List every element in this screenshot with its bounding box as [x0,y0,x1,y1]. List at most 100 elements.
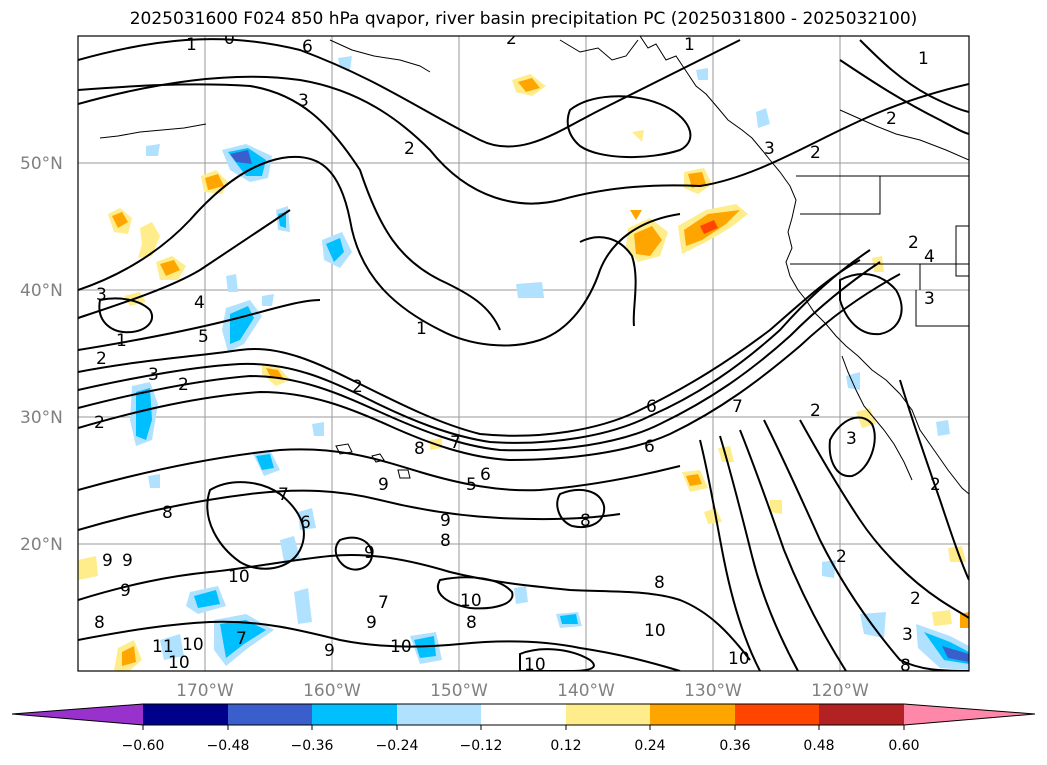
contour-label: 9 [364,543,375,563]
positive-patch [634,226,662,256]
contour-label: 8 [162,503,173,523]
negative-patch [514,586,528,604]
latitude-label: 50°N [20,154,63,174]
positive-anomaly-patches [78,74,969,671]
longitude-label: 160°W [303,681,361,701]
contour-line [739,429,847,671]
negative-patch [936,420,950,436]
negative-anomaly-patches [130,56,969,670]
contour-label: 6 [646,397,657,417]
colorbar-tick-label: −0.24 [376,738,419,754]
colorbar: −0.60 −0.48 −0.36 −0.24 −0.12 0.12 0.24 … [11,703,1036,754]
positive-patch [932,610,952,626]
negative-patch [226,274,238,292]
contour-line [78,259,861,437]
colorbar-extend-high [904,704,1035,725]
contour-label: 9 [378,475,389,495]
colorbar-tick-labels: −0.60 −0.48 −0.36 −0.24 −0.12 0.12 0.24 … [122,738,920,754]
contour-label: 8 [580,511,591,531]
map-content: 1 0 6 2 1 1 3 2 2 2 3 4 2 3 4 5 3 1 2 2 … [78,29,969,676]
positive-patch [112,212,128,228]
negative-patch [822,560,836,578]
negative-patch [942,646,969,662]
negative-patch [194,590,220,608]
alaska-peninsula [329,39,431,73]
contour-label: 4 [194,293,205,313]
contour-label: 3 [96,285,107,305]
contour-label: 2 [810,401,821,421]
contour-label: 1 [186,35,197,55]
colorbar-segment [650,704,735,725]
positive-patch [138,222,160,258]
contour-label: 9 [324,641,335,661]
positive-patch [948,546,966,562]
state-border [955,225,969,277]
contour-label: 5 [198,327,209,347]
negative-patch [262,294,274,306]
contour-line [78,209,291,319]
contour-line [799,419,969,619]
latitude-labels: 50°N 40°N 30°N 20°N [20,154,63,555]
contour-label: 7 [450,433,461,453]
contour-line [78,38,741,148]
colorbar-tick-label: −0.60 [122,738,165,754]
contour-line [334,536,374,571]
colorbar-segment [397,704,481,725]
colorbar-tick-label: −0.48 [207,738,250,754]
aleutian-islands [99,123,207,139]
contour-label: 3 [148,365,159,385]
colorbar-segment [481,704,566,725]
contour-label: 2 [506,29,517,49]
contour-label: 8 [414,439,425,459]
contour-label: 10 [182,635,204,655]
longitude-labels: 170°W 160°W 150°W 140°W 130°W 120°W [176,681,869,701]
negative-patch [280,536,300,562]
negative-patch [256,454,274,470]
alaska-coast [559,39,639,61]
negative-patch [696,68,708,80]
colorbar-segment [143,704,228,725]
negative-patch [160,634,184,660]
contour-label: 3 [764,139,775,159]
contour-label: 10 [390,637,412,657]
positive-patch [78,556,98,580]
contour-label: 8 [654,573,665,593]
colorbar-extend-low [12,704,143,725]
longitude-label: 120°W [811,681,869,701]
contour-label: 7 [278,485,289,505]
west-coast [639,36,969,495]
contour-label: 7 [236,629,247,649]
contour-label: 10 [168,653,190,673]
contour-label: 3 [924,289,935,309]
contour-label: 6 [480,465,491,485]
contour-label: 8 [900,656,911,676]
state-border [800,176,881,215]
contour-label: 8 [440,531,451,551]
contour-label: 10 [644,621,666,641]
positive-patch [630,210,642,220]
contour-label: 6 [644,437,655,457]
latitude-label: 30°N [20,408,63,428]
chart-title: 2025031600 F024 850 hPa qvapor, river ba… [129,9,918,29]
contour-label: 2 [810,143,821,163]
contour-line [98,297,153,334]
positive-patch [266,368,284,380]
contour-label: 1 [416,319,427,339]
contour-label: 2 [886,109,897,129]
negative-patch [146,144,160,156]
negative-patch [294,588,312,624]
negative-patch [220,620,266,658]
contour-line [859,39,969,113]
contour-label: 10 [728,649,750,669]
positive-patch [704,508,722,524]
colorbar-tick-label: −0.36 [291,738,334,754]
contour-label: 1 [684,35,695,55]
contour-line [828,416,876,478]
longitude-label: 130°W [684,681,742,701]
colorbar-tick-label: 0.12 [550,738,581,754]
contour-label: 1 [918,49,929,69]
contour-line [78,83,501,331]
contour-label: 2 [96,349,107,369]
colorbar-segment [566,704,650,725]
contour-value-labels: 1 0 6 2 1 1 3 2 2 2 3 4 2 3 4 5 3 1 2 2 … [94,29,941,676]
